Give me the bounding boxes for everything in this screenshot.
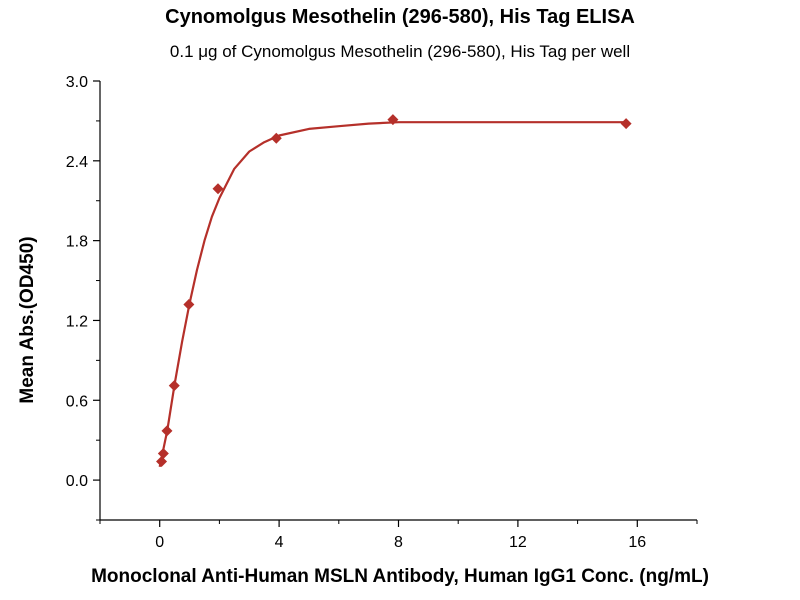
x-tick-label: 16 [628,534,646,551]
data-point [387,114,399,126]
data-point [212,183,224,195]
data-point [168,380,180,392]
y-tick-label: 1.2 [66,313,88,330]
y-tick-label: 1.8 [66,234,88,251]
data-point [157,447,169,459]
x-axis-label: Monoclonal Anti-Human MSLN Antibody, Hum… [91,566,709,587]
x-tick-label: 12 [509,534,527,551]
y-tick-label: 0.6 [66,393,88,410]
fit-curve [158,121,626,468]
data-point [183,298,195,310]
x-tick-label: 0 [155,534,164,551]
data-point [156,455,168,467]
data-point [270,132,282,144]
chart-subtitle: 0.1 μg of Cynomolgus Mesothelin (296-580… [169,42,631,61]
y-tick-label: 3.0 [66,74,88,91]
data-point [161,425,173,437]
y-tick-label: 0.0 [66,473,88,490]
y-tick-label: 2.4 [66,154,88,171]
data-point [620,118,632,130]
x-tick-label: 4 [275,534,284,551]
chart-title: Cynomolgus Mesothelin (296-580), His Tag… [165,6,635,28]
x-tick-label: 8 [394,534,403,551]
